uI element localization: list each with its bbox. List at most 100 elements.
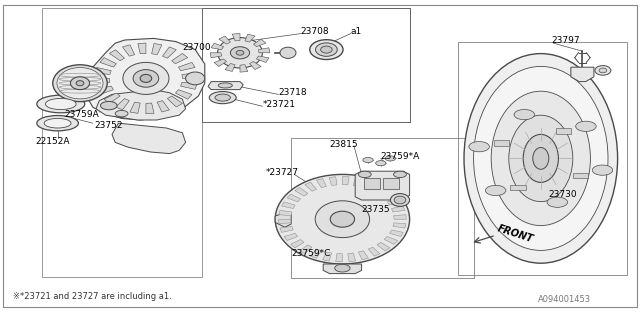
- Ellipse shape: [310, 40, 343, 60]
- Polygon shape: [355, 171, 410, 200]
- Polygon shape: [175, 90, 192, 99]
- Ellipse shape: [76, 81, 84, 86]
- Polygon shape: [100, 58, 116, 67]
- Ellipse shape: [491, 91, 590, 226]
- Polygon shape: [116, 99, 129, 110]
- Polygon shape: [342, 177, 349, 185]
- Text: 23718: 23718: [278, 88, 307, 97]
- Polygon shape: [122, 45, 134, 56]
- Polygon shape: [130, 102, 140, 113]
- Ellipse shape: [474, 67, 608, 250]
- Polygon shape: [390, 230, 403, 236]
- Bar: [458, 42, 627, 275]
- Bar: [556, 128, 572, 134]
- Circle shape: [547, 197, 568, 207]
- Polygon shape: [211, 43, 223, 50]
- Polygon shape: [94, 78, 110, 84]
- Ellipse shape: [330, 211, 355, 227]
- Polygon shape: [364, 180, 374, 189]
- Ellipse shape: [218, 83, 232, 88]
- Polygon shape: [291, 239, 304, 248]
- Polygon shape: [232, 34, 240, 41]
- Polygon shape: [381, 191, 394, 199]
- Polygon shape: [282, 202, 295, 209]
- Polygon shape: [168, 96, 182, 107]
- Text: A094001453: A094001453: [538, 295, 591, 304]
- Text: 23752: 23752: [95, 121, 124, 130]
- Text: 23730: 23730: [548, 190, 577, 199]
- Ellipse shape: [209, 92, 236, 104]
- Polygon shape: [219, 36, 230, 44]
- Ellipse shape: [36, 95, 85, 113]
- Polygon shape: [387, 198, 401, 205]
- Ellipse shape: [45, 99, 76, 109]
- Polygon shape: [182, 73, 198, 78]
- Polygon shape: [104, 93, 120, 103]
- Text: 23735: 23735: [362, 205, 390, 214]
- Polygon shape: [214, 59, 227, 67]
- Ellipse shape: [275, 174, 410, 264]
- Ellipse shape: [532, 148, 548, 169]
- Bar: [383, 178, 399, 189]
- Polygon shape: [259, 48, 270, 53]
- Polygon shape: [358, 251, 369, 260]
- Polygon shape: [146, 103, 154, 114]
- Ellipse shape: [390, 194, 410, 206]
- Text: 22152A: 22152A: [35, 137, 70, 146]
- Polygon shape: [368, 247, 380, 256]
- Polygon shape: [180, 82, 197, 89]
- Text: FRONT: FRONT: [497, 224, 535, 245]
- Text: *23721: *23721: [262, 100, 296, 109]
- Polygon shape: [240, 65, 248, 72]
- Polygon shape: [138, 43, 146, 54]
- Ellipse shape: [218, 38, 262, 68]
- Polygon shape: [179, 62, 195, 71]
- Polygon shape: [284, 233, 298, 241]
- Polygon shape: [323, 252, 332, 261]
- Ellipse shape: [52, 65, 108, 102]
- Text: 23759*C: 23759*C: [291, 249, 331, 258]
- Polygon shape: [571, 67, 594, 82]
- Ellipse shape: [36, 116, 78, 131]
- Circle shape: [485, 185, 506, 196]
- Text: 23797: 23797: [552, 36, 580, 45]
- Ellipse shape: [140, 75, 152, 83]
- Polygon shape: [250, 61, 261, 69]
- Polygon shape: [86, 38, 205, 120]
- Circle shape: [335, 264, 350, 272]
- Polygon shape: [329, 177, 337, 185]
- Text: 23700: 23700: [182, 43, 211, 52]
- Ellipse shape: [133, 70, 159, 87]
- Polygon shape: [163, 47, 176, 58]
- Circle shape: [363, 157, 373, 163]
- Polygon shape: [394, 215, 406, 219]
- Polygon shape: [348, 253, 356, 262]
- Ellipse shape: [186, 72, 205, 85]
- Ellipse shape: [123, 62, 169, 94]
- Polygon shape: [393, 223, 406, 228]
- Circle shape: [394, 171, 406, 178]
- Polygon shape: [372, 185, 385, 194]
- Bar: [493, 140, 509, 146]
- Polygon shape: [275, 213, 291, 227]
- Polygon shape: [287, 194, 301, 202]
- Ellipse shape: [57, 68, 103, 99]
- Circle shape: [100, 101, 117, 110]
- Bar: [291, 138, 474, 278]
- Bar: [510, 185, 525, 190]
- Polygon shape: [152, 44, 162, 55]
- Polygon shape: [384, 236, 397, 244]
- Text: ※*23721 and 23727 are including a1.: ※*23721 and 23727 are including a1.: [13, 292, 172, 301]
- Ellipse shape: [70, 77, 90, 90]
- Polygon shape: [377, 242, 390, 251]
- Polygon shape: [323, 264, 362, 274]
- Polygon shape: [353, 178, 362, 186]
- Polygon shape: [172, 53, 188, 64]
- Ellipse shape: [316, 43, 337, 56]
- Ellipse shape: [215, 94, 230, 101]
- Ellipse shape: [280, 47, 296, 59]
- Polygon shape: [96, 90, 186, 120]
- Circle shape: [469, 141, 490, 152]
- Circle shape: [376, 161, 386, 166]
- Circle shape: [592, 165, 612, 175]
